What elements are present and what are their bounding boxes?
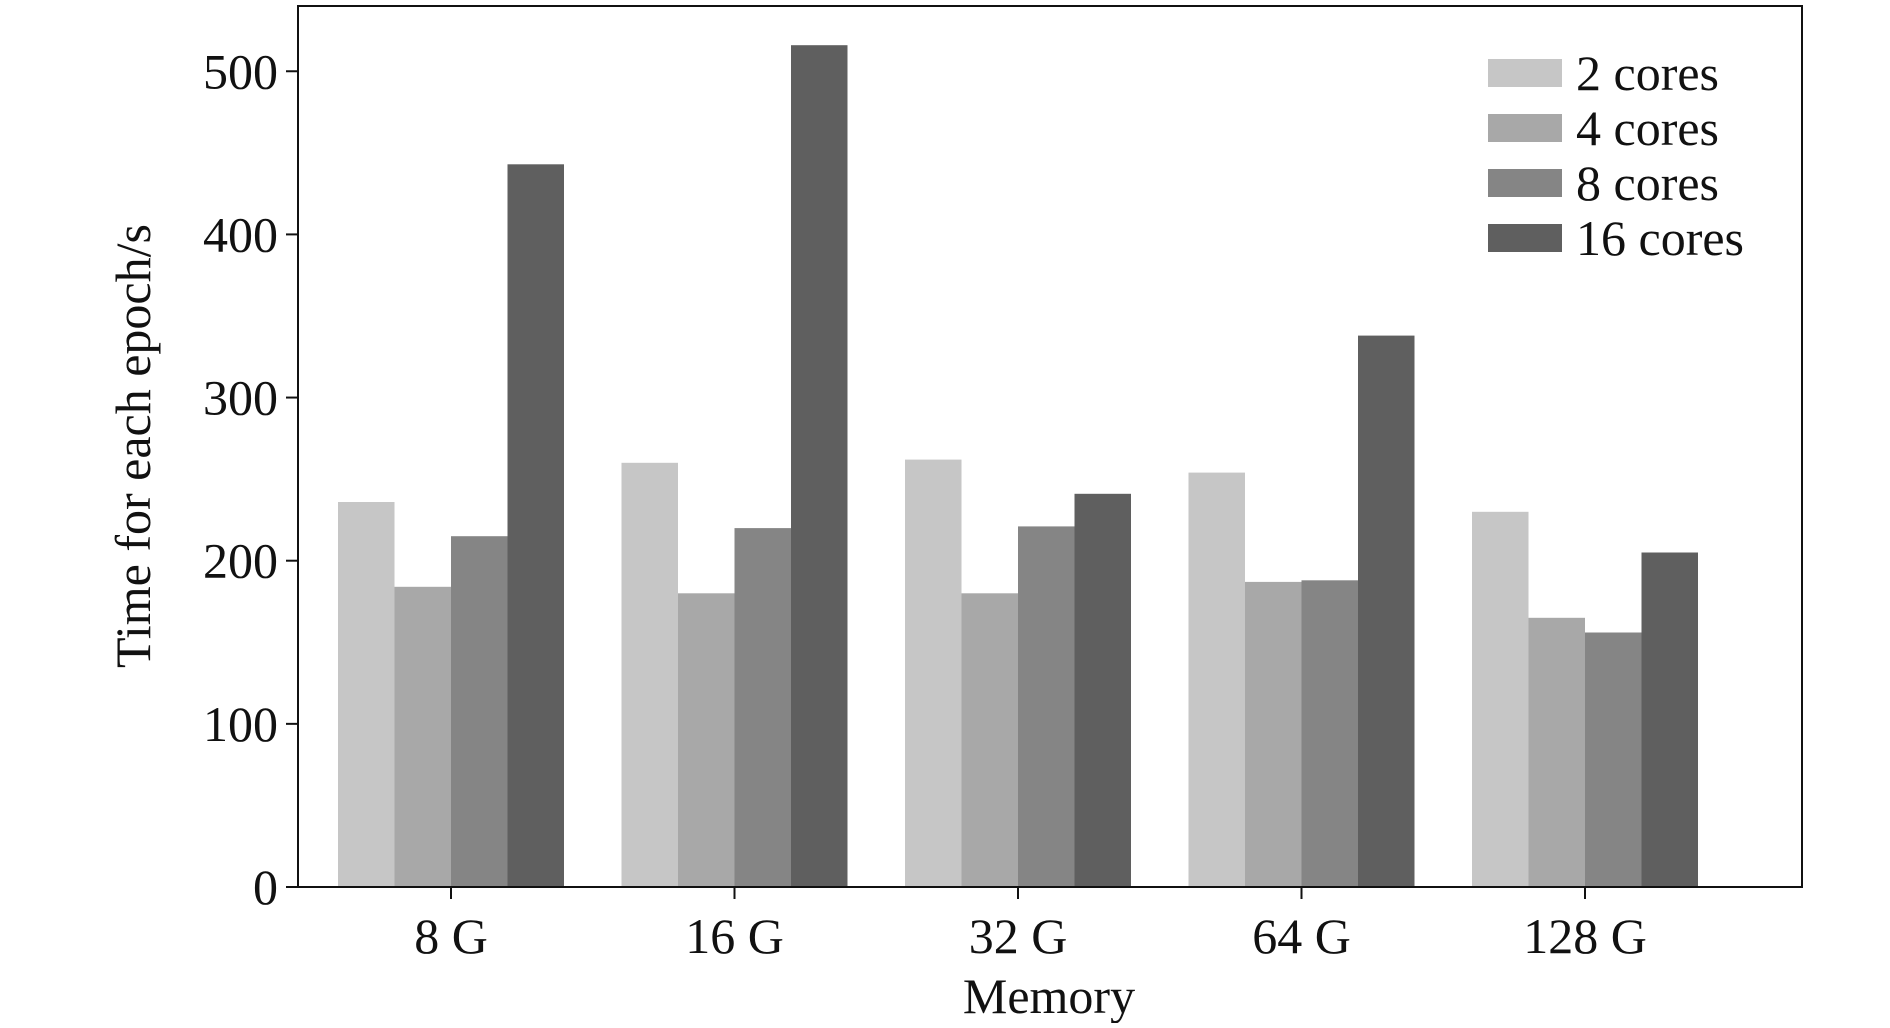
legend-label: 8 cores [1576,155,1719,211]
x-tick-label: 16 G [685,908,784,964]
bar-4-cores-128-G [1528,617,1585,887]
bar-4-cores-8-G [394,586,451,887]
bar-2-cores-16-G [621,462,678,887]
plot-frame [297,5,1803,888]
y-axis: 0 100 200 300 400 500 [203,43,298,915]
x-axis-label: Memory [963,968,1135,1023]
y-tick-label: 0 [253,859,278,915]
legend-swatch [1488,169,1562,197]
y-tick-label: 500 [203,43,278,99]
x-tick-label: 64 G [1252,908,1351,964]
bar-2-cores-64-G [1188,472,1245,887]
legend-swatch [1488,114,1562,142]
legend-label: 16 cores [1576,210,1744,266]
bar-8-cores-32-G [1018,526,1075,887]
bar-16-cores-16-G [791,45,848,887]
y-tick-label: 200 [203,533,278,589]
y-tick-label: 100 [203,696,278,752]
y-tick-label: 400 [203,206,278,262]
bar-4-cores-64-G [1245,581,1302,887]
legend-label: 4 cores [1576,100,1719,156]
bar-16-cores-32-G [1074,493,1131,887]
x-axis: 8 G 16 G 32 G 64 G 128 G [414,887,1647,964]
bar-8-cores-8-G [451,536,508,887]
bar-4-cores-32-G [961,593,1018,887]
bar-8-cores-128-G [1585,632,1642,887]
bar-8-cores-64-G [1301,580,1358,887]
bar-8-cores-16-G [734,528,791,887]
y-axis-label: Time for each epoch/s [105,224,161,668]
bar-4-cores-16-G [678,593,735,887]
bars-layer [338,45,1698,888]
legend-swatch [1488,59,1562,87]
bar-16-cores-64-G [1358,335,1415,888]
x-tick-label: 128 G [1523,908,1647,964]
legend-label: 2 cores [1576,45,1719,101]
legend-swatch [1488,224,1562,252]
bar-16-cores-128-G [1641,552,1698,887]
bar-2-cores-8-G [338,502,395,887]
bar-2-cores-32-G [905,459,962,887]
bar-16-cores-8-G [507,164,564,888]
x-tick-label: 8 G [414,908,488,964]
bar-2-cores-128-G [1472,511,1529,887]
y-tick-label: 300 [203,370,278,426]
x-tick-label: 32 G [969,908,1068,964]
